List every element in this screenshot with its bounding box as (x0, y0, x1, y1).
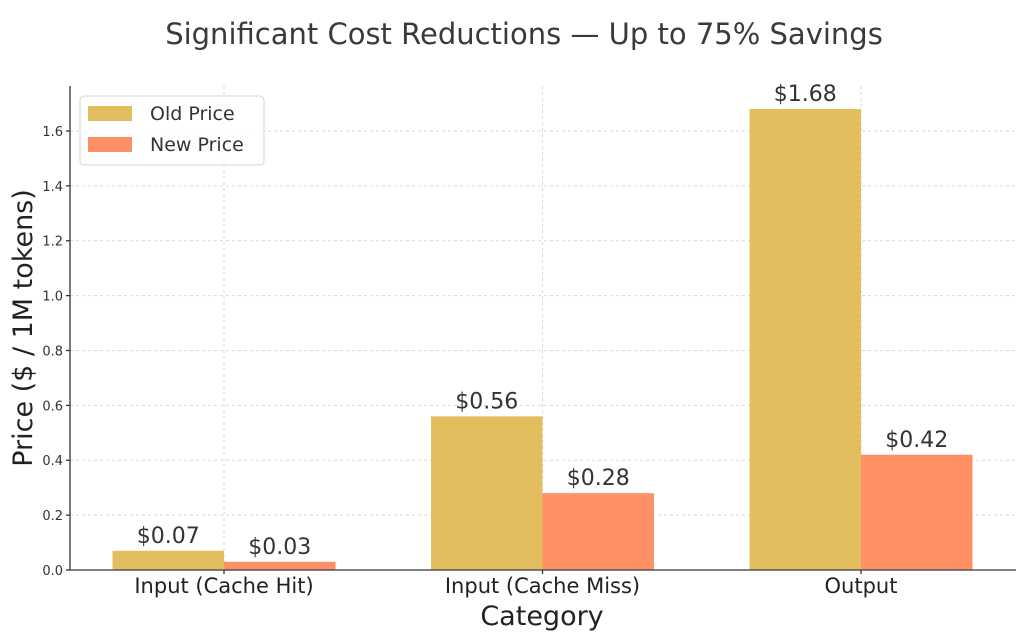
data-label-new-price: $0.28 (567, 466, 630, 491)
bar-new-price (861, 454, 973, 570)
data-label-old-price: $0.07 (137, 524, 200, 549)
y-tick-label: 0.0 (42, 564, 63, 579)
y-tick-label: 1.4 (42, 180, 63, 195)
bars (112, 109, 973, 571)
y-tick-label: 0.8 (42, 344, 63, 359)
legend-label-new-price: New Price (150, 134, 244, 156)
axes: 0.0 0.2 0.4 0.6 0.8 1.0 1.2 1.4 1.6 Input (Cache … (42, 86, 1016, 598)
bar-old-price (112, 550, 224, 570)
x-tick-label: Input (Cache Hit) (134, 574, 313, 598)
y-tick-label: 1.2 (42, 235, 63, 250)
data-label-new-price: $0.42 (885, 428, 948, 453)
x-tick-label: Input (Cache Miss) (445, 574, 640, 598)
y-tick-label: 0.2 (42, 509, 63, 524)
legend-label-old-price: Old Price (150, 103, 235, 125)
y-axis-label: Price ($ / 1M tokens) (8, 189, 39, 467)
data-label-old-price: $0.56 (455, 389, 518, 414)
y-tick-label: 0.4 (42, 454, 63, 469)
x-axis-label: Category (480, 601, 603, 632)
legend-swatch-new-price (88, 137, 132, 152)
bar-old-price (749, 109, 861, 571)
data-label-old-price: $1.68 (774, 82, 837, 107)
bar-new-price (542, 493, 654, 570)
data-labels: $0.07 $0.56 $1.68 $0.03 $0.28 $0.42 (137, 82, 948, 560)
chart-title: Significant Cost Reductions — Up to 75% … (165, 17, 883, 51)
y-tick-label: 1.6 (42, 125, 63, 140)
legend: Old Price New Price (79, 95, 265, 166)
data-label-new-price: $0.03 (248, 535, 311, 560)
bar-new-price (224, 561, 336, 570)
y-tick-label: 0.6 (42, 399, 63, 414)
bar-old-price (431, 416, 543, 570)
y-tick-label: 1.0 (42, 290, 63, 305)
x-tick-label: Output (825, 574, 898, 598)
legend-swatch-old-price (88, 106, 132, 121)
